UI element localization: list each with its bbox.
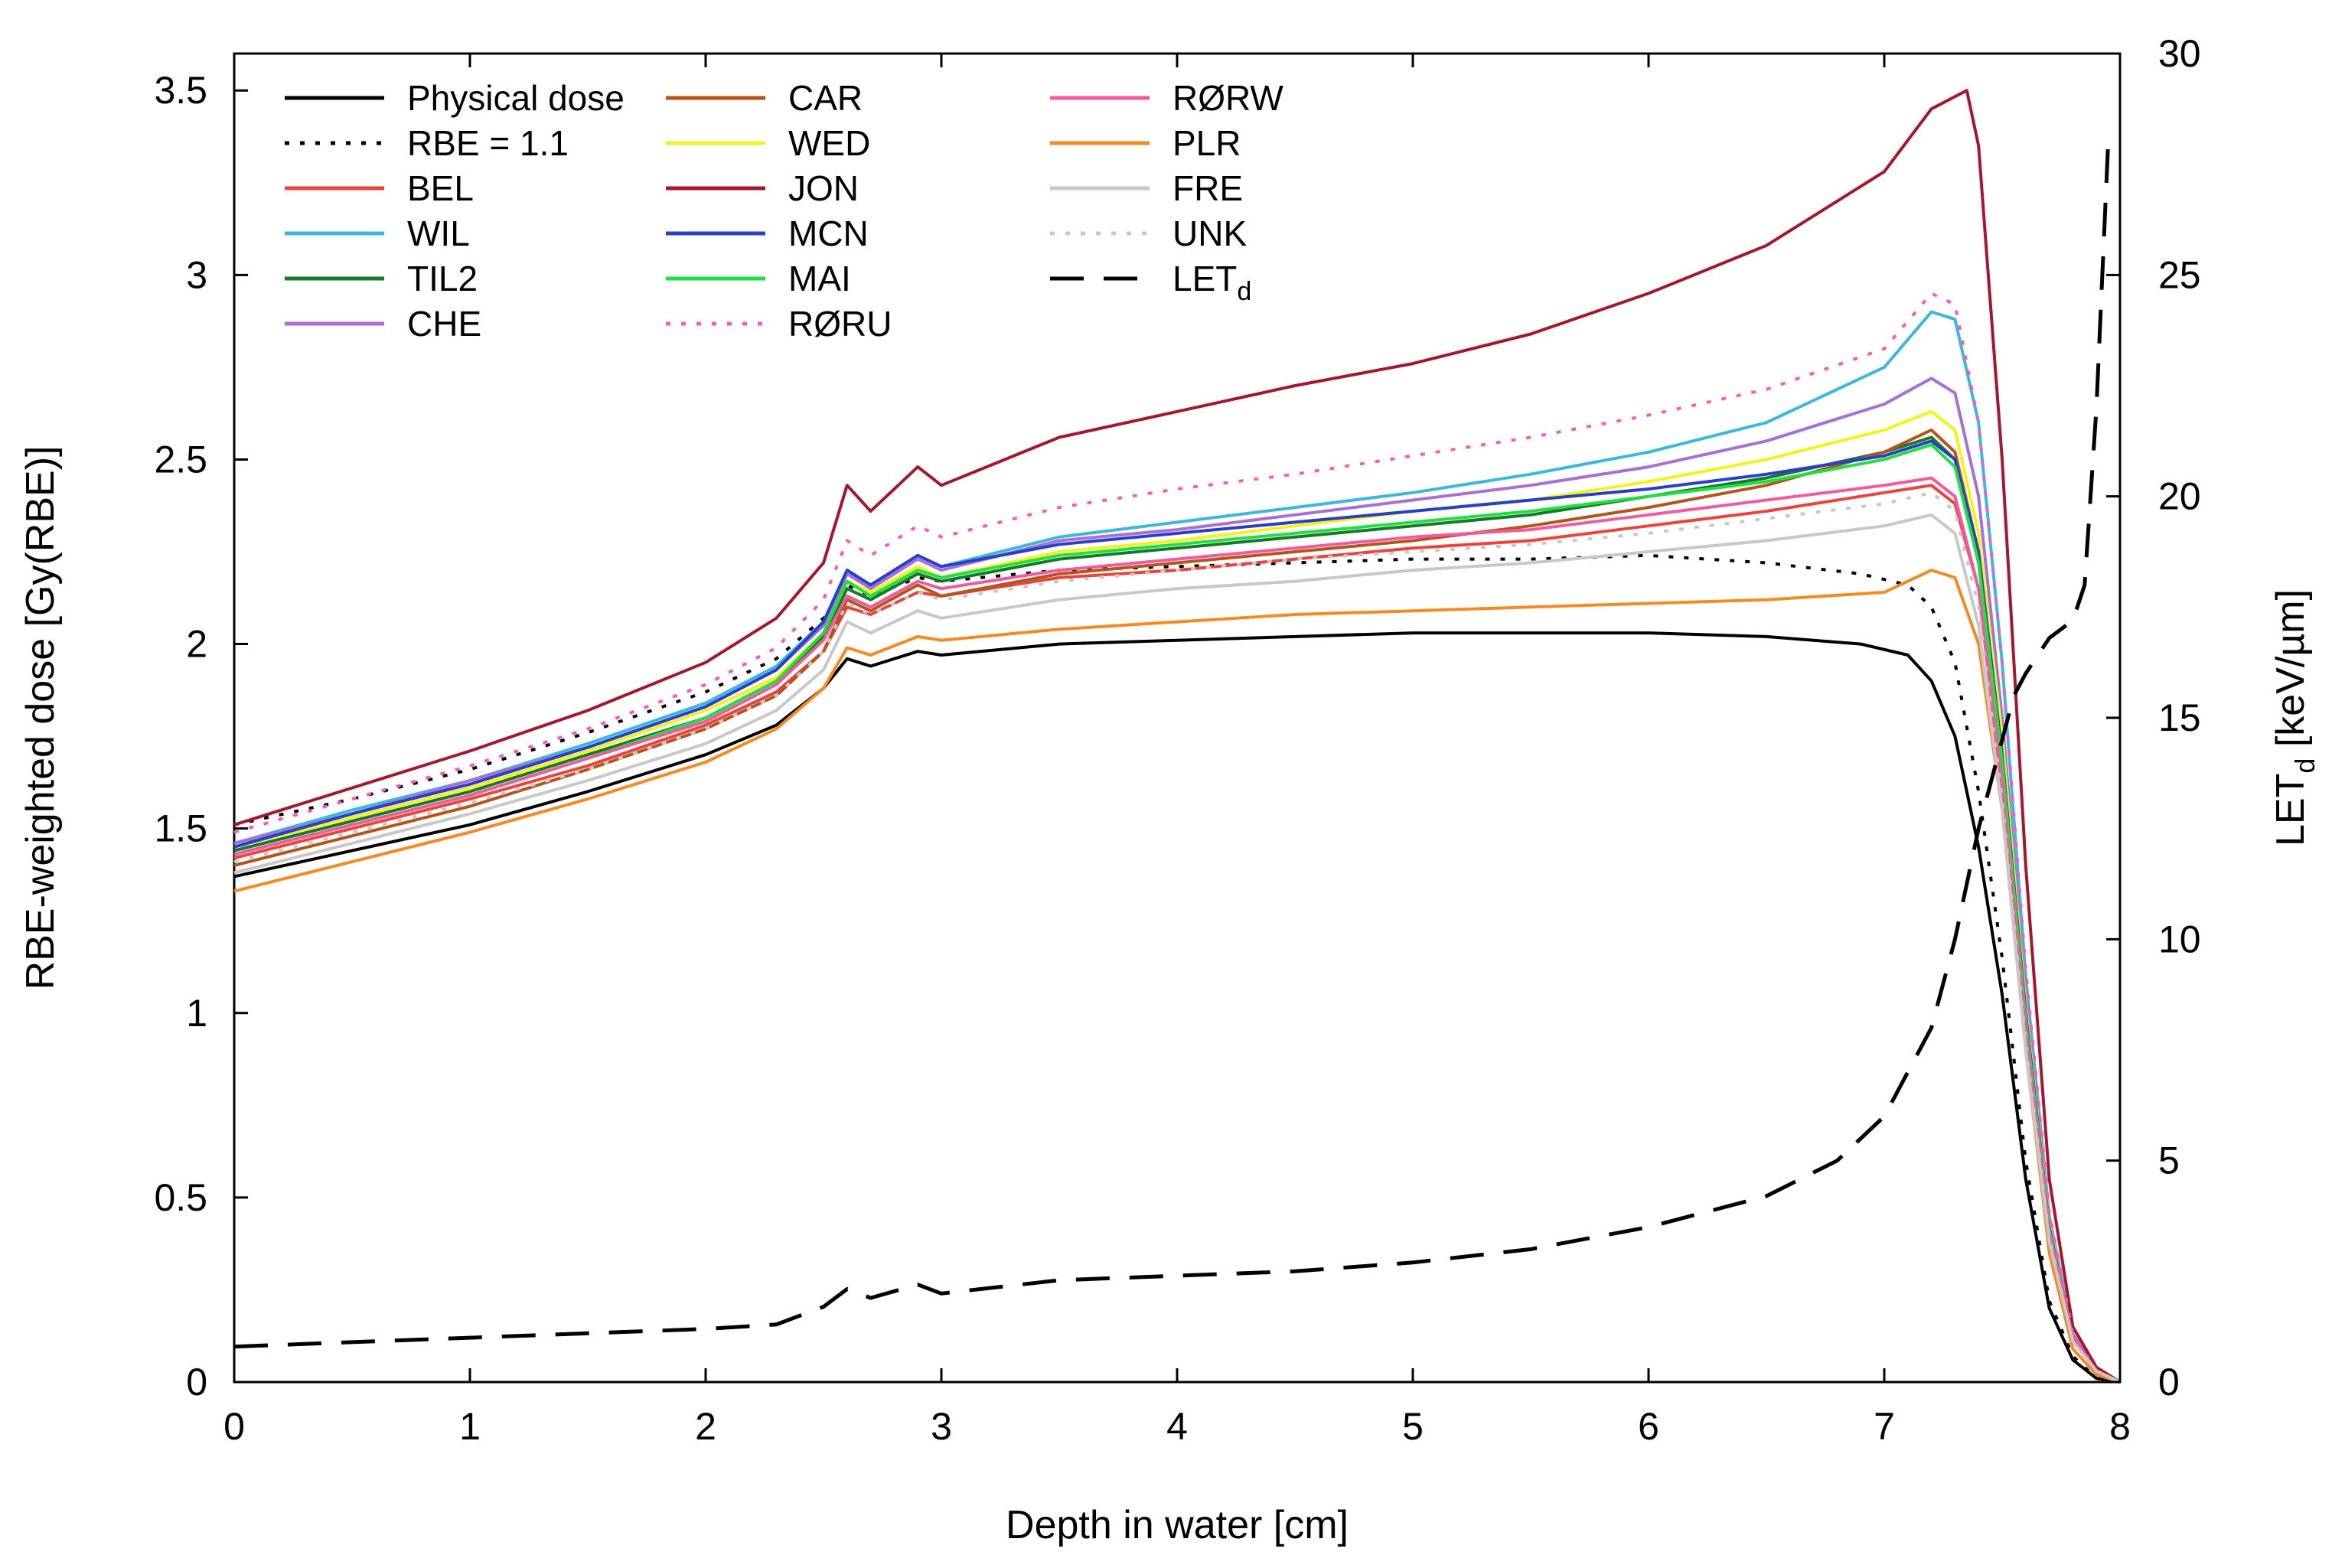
legend: Physical dose RBE = 1.1 BEL WIL TIL2 CHE CAR WE… [285, 78, 1283, 344]
y-tick-label: 3.5 [154, 69, 207, 112]
y-tick-label: 3 [186, 253, 207, 296]
legend-label: WIL [407, 214, 470, 253]
legend-label: Physical dose [407, 78, 625, 118]
series-line-mai [233, 443, 2121, 1384]
legend-label-main: LET [1173, 259, 1237, 298]
series-layer [233, 89, 2122, 1384]
x-tick-label: 7 [1874, 1405, 1895, 1448]
x-tick-label: 3 [931, 1405, 952, 1448]
legend-label: MCN [788, 214, 869, 253]
legend-label: UNK [1173, 214, 1247, 253]
y2-tick-label: 0 [2158, 1361, 2180, 1403]
series-line-r-ru [233, 292, 2121, 1384]
y-tick-label: 2 [186, 623, 207, 666]
x-axis-label: Depth in water [cm] [1006, 1503, 1349, 1547]
y-tick-label: 1 [186, 992, 207, 1035]
legend-label-sub: d [1237, 277, 1251, 306]
series-line-wed [233, 409, 2121, 1384]
y2-tick-label: 25 [2158, 253, 2201, 296]
legend-label: JON [788, 168, 859, 208]
x-tick-label: 8 [2109, 1405, 2131, 1448]
x-tick-label: 5 [1402, 1405, 1424, 1448]
y-tick-label: 2.5 [154, 438, 207, 481]
series-line-car [233, 428, 2121, 1384]
legend-label: BEL [407, 168, 474, 208]
series-line-mcn [233, 439, 2121, 1384]
legend-label: PLR [1173, 123, 1241, 163]
series-line-let-d [233, 142, 2111, 1349]
y-tick-label: 0 [186, 1361, 207, 1403]
series-line-plr [233, 569, 2121, 1384]
series-line-fre [233, 513, 2121, 1384]
y-axis-label: RBE-weighted dose [Gy(RBE)] [18, 446, 63, 990]
legend-label: RØRW [1173, 78, 1283, 118]
series-line-unk [233, 491, 2121, 1384]
legend-label: RBE = 1.1 [407, 123, 569, 163]
legend-label: WED [788, 123, 870, 163]
x-tick-label: 2 [695, 1405, 716, 1448]
y2-tick-label: 20 [2158, 475, 2201, 518]
legend-label: RØRU [788, 304, 892, 344]
y2-axis-label-rest: [keV/µm] [2268, 589, 2313, 758]
x-tick-label: 0 [223, 1405, 245, 1448]
legend-label: TIL2 [407, 259, 478, 298]
legend-label: MAI [788, 259, 851, 298]
series-line-jon [233, 89, 2122, 1384]
x-tick-label: 4 [1166, 1405, 1188, 1448]
x-tick-label: 6 [1638, 1405, 1659, 1448]
y2-axis-label: LETd [keV/µm] [2268, 589, 2321, 846]
series-line-bel [233, 484, 2121, 1384]
series-line-til2 [233, 435, 2121, 1384]
series-line-physical-dose [233, 631, 2121, 1384]
y2-tick-label: 10 [2158, 918, 2201, 960]
y2-tick-label: 5 [2158, 1139, 2180, 1182]
y2-tick-label: 30 [2158, 32, 2201, 75]
y2-tick-label: 15 [2158, 696, 2201, 739]
series-line-rbe-1-1 [233, 553, 2121, 1384]
legend-label: CHE [407, 304, 481, 344]
legend-label: LETd [1173, 259, 1251, 306]
x-tick-label: 1 [459, 1405, 481, 1448]
y-tick-label: 0.5 [154, 1176, 207, 1219]
series-line-r-rw [233, 476, 2121, 1384]
series-line-che [233, 377, 2121, 1384]
legend-label: FRE [1173, 168, 1243, 208]
y-tick-label: 1.5 [154, 807, 207, 850]
y2-axis-label-sub: d [2289, 758, 2321, 774]
y2-axis-label-main: LET [2268, 774, 2313, 846]
legend-label: CAR [788, 78, 863, 118]
series-line-wil [233, 310, 2121, 1384]
